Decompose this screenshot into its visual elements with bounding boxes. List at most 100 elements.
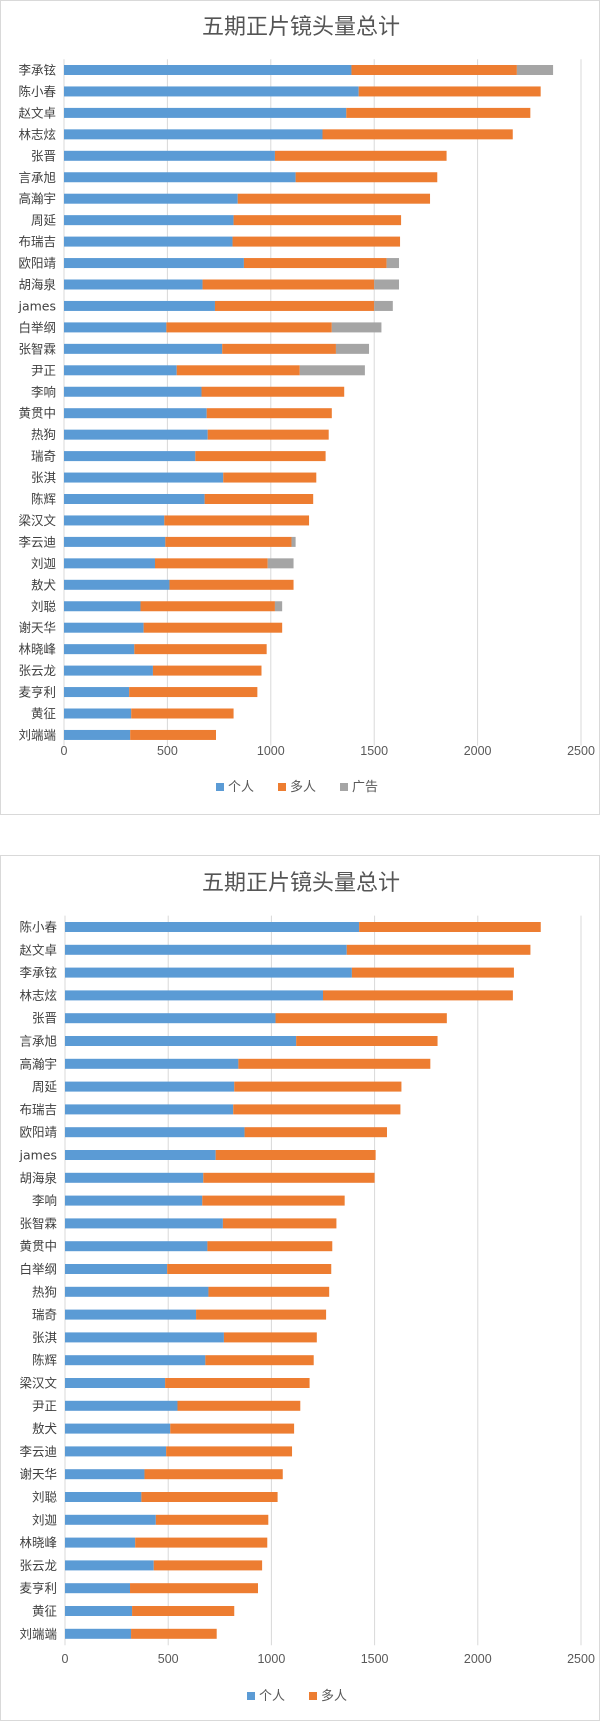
bar-segment-group xyxy=(346,107,531,118)
x-tick-label: 1000 xyxy=(257,744,285,758)
bar-segment-group xyxy=(153,1560,263,1571)
category-label: 言承旭 xyxy=(18,170,56,185)
category-label: 敖犬 xyxy=(31,577,57,592)
category-label: 麦亨利 xyxy=(18,685,56,700)
category-label: 张晋 xyxy=(31,148,56,163)
category-label: 李响 xyxy=(32,1193,57,1208)
bar-segment-solo xyxy=(65,1036,297,1046)
bar-segment-group xyxy=(152,665,262,676)
category-label: 黄贯中 xyxy=(18,406,56,421)
bar-segment-group xyxy=(274,150,447,161)
category-label: 陈小春 xyxy=(18,84,56,99)
x-tick-label: 1500 xyxy=(361,1652,389,1666)
category-label: 林晓峰 xyxy=(18,642,56,657)
bar-segment-solo xyxy=(64,708,132,719)
legend-label: 个人 xyxy=(259,1689,285,1704)
chart-panel-2: 五期正片镜头量总计 0 500 1000 1500 2000 2500 陈小春 赵文卓 李承铉 林志… xyxy=(0,855,600,1721)
bar-segment-group xyxy=(177,1400,301,1411)
bar-segment-solo xyxy=(65,1264,168,1274)
bar-segment-ad xyxy=(274,601,283,612)
bar-segment-ad xyxy=(386,258,400,269)
category-label: 李承铉 xyxy=(18,63,56,78)
category-label: 张智霖 xyxy=(19,1216,57,1231)
bar-segment-group xyxy=(196,1309,327,1320)
category-label: 刘迦 xyxy=(31,556,57,571)
x-tick-label: 0 xyxy=(61,744,68,758)
bar-segment-solo xyxy=(65,922,360,932)
legend-label: 多人 xyxy=(290,779,316,795)
bar-segment-solo xyxy=(64,408,207,419)
category-label: 陈辉 xyxy=(32,1353,57,1368)
category-label: 瑞奇 xyxy=(31,449,56,464)
x-tick-label: 2000 xyxy=(464,744,492,758)
bar-segment-solo xyxy=(65,944,347,955)
bar-segment-group xyxy=(165,536,292,547)
category-label: 黄征 xyxy=(31,706,57,721)
bar-segment-group xyxy=(208,1286,330,1297)
category-label: 林志炫 xyxy=(19,988,57,1003)
bar-segment-group xyxy=(166,322,332,333)
category-label: 梁汉文 xyxy=(19,1376,57,1391)
bar-segment-group xyxy=(244,1127,387,1138)
bar-segment-solo xyxy=(64,665,153,676)
bar-segment-ad xyxy=(291,536,296,547)
bar-segment-solo xyxy=(65,1241,208,1252)
stacked-bar-chart-2: 五期正片镜头量总计 0 500 1000 1500 2000 2500 陈小春赵文卓李承铉林志… xyxy=(18,871,595,1704)
category-label: 布瑞吉 xyxy=(18,234,56,249)
x-tick-label: 2500 xyxy=(567,1652,595,1666)
legend-swatch xyxy=(278,783,286,791)
bar-segment-solo xyxy=(65,1606,133,1616)
category-label: james xyxy=(17,298,56,313)
legend-swatch xyxy=(309,1692,317,1700)
bar-segment-solo xyxy=(64,515,165,526)
x-tick-label: 2000 xyxy=(464,1652,492,1666)
x-tick-label: 2500 xyxy=(567,744,595,758)
category-label: 敖犬 xyxy=(32,1421,58,1436)
bar-segment-group xyxy=(166,1446,293,1457)
category-label: 林晓峰 xyxy=(19,1535,57,1550)
legend-label: 多人 xyxy=(321,1688,347,1704)
bar-segment-solo xyxy=(64,536,166,547)
category-label: 李承铉 xyxy=(19,965,57,980)
bar-segment-group xyxy=(202,279,375,290)
bar-segment-group xyxy=(131,1628,217,1639)
bar-segment-ad xyxy=(516,65,554,75)
chart-title: 五期正片镜头量总计 xyxy=(202,871,400,896)
bar-segment-solo xyxy=(65,1104,234,1115)
bar-segment-group xyxy=(176,365,300,376)
legend-swatch xyxy=(216,783,224,791)
bar-segment-group xyxy=(205,1355,314,1366)
bar-segment-group xyxy=(207,429,329,440)
category-label: 热狗 xyxy=(31,427,56,442)
category-label: 胡海泉 xyxy=(18,277,56,292)
bar-segment-solo xyxy=(65,967,352,978)
bar-segment-solo xyxy=(65,1355,206,1366)
bar-segment-group xyxy=(164,515,310,526)
bar-segment-ad xyxy=(267,558,294,569)
bar-segment-solo xyxy=(64,215,234,226)
bar-segment-group xyxy=(195,451,326,462)
bar-segment-group xyxy=(237,193,431,204)
bar-segment-solo xyxy=(65,1400,178,1411)
bar-segment-solo xyxy=(64,279,203,290)
bar-segment-solo xyxy=(65,1081,235,1092)
bar-segment-solo xyxy=(65,1195,203,1206)
legend-swatch xyxy=(247,1692,255,1700)
bar-segment-group xyxy=(155,1514,269,1525)
bar-segment-solo xyxy=(64,687,130,698)
bar-segment-solo xyxy=(65,1058,239,1069)
bar-segment-group xyxy=(201,386,345,397)
category-label: 高瀚宇 xyxy=(19,1056,57,1071)
category-label: 尹正 xyxy=(32,1398,57,1413)
bar-segment-group xyxy=(222,343,336,354)
category-label: 刘聪 xyxy=(31,599,57,614)
bar-segment-group xyxy=(359,922,541,932)
x-tick-label: 500 xyxy=(157,744,178,758)
bar-segment-group xyxy=(275,1013,447,1024)
category-label: 林志炫 xyxy=(18,127,56,142)
category-label: 张云龙 xyxy=(19,1558,57,1573)
bar-segment-group xyxy=(243,258,387,269)
category-label: 陈辉 xyxy=(31,492,56,507)
bar-segment-group xyxy=(322,129,513,140)
category-label: 李云迪 xyxy=(18,534,56,549)
